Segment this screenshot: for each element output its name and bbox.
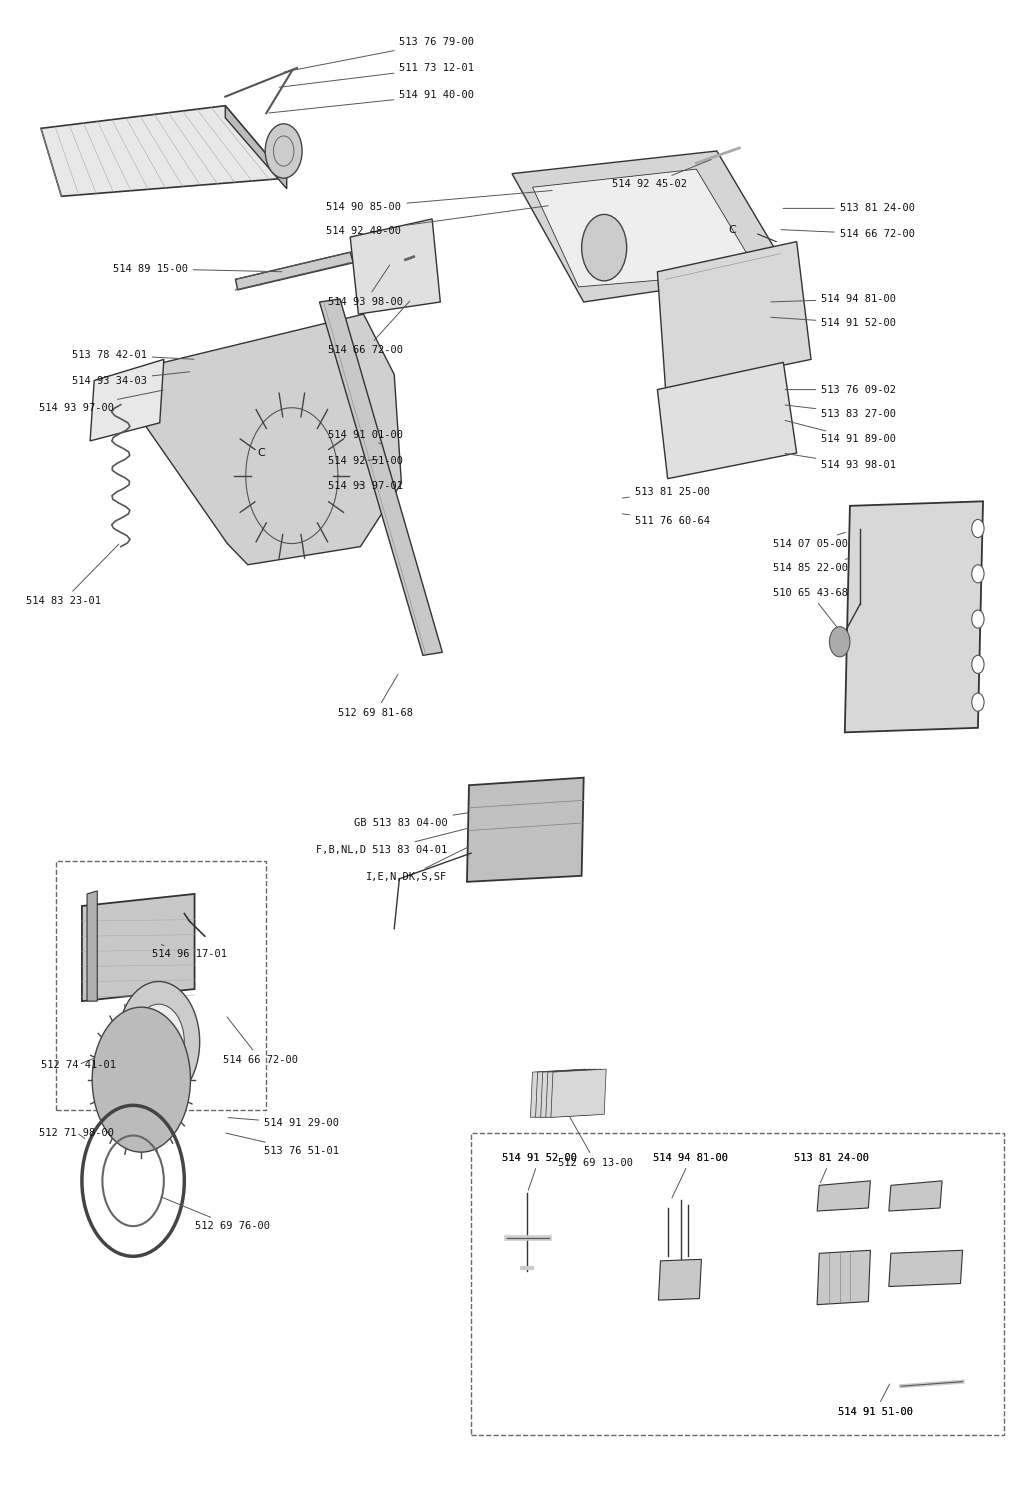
Polygon shape bbox=[845, 501, 983, 732]
Polygon shape bbox=[467, 778, 584, 882]
Text: I,E,N,DK,S,SF: I,E,N,DK,S,SF bbox=[367, 847, 469, 882]
Text: 514 66 72-00: 514 66 72-00 bbox=[328, 300, 410, 355]
Polygon shape bbox=[551, 1069, 606, 1117]
Text: 513 76 09-02: 513 76 09-02 bbox=[785, 385, 896, 394]
Text: 511 73 12-01: 511 73 12-01 bbox=[280, 63, 474, 88]
Text: 514 66 72-00: 514 66 72-00 bbox=[223, 1016, 298, 1065]
Text: C: C bbox=[728, 225, 736, 234]
Text: 514 92 51-00: 514 92 51-00 bbox=[328, 456, 402, 465]
Polygon shape bbox=[536, 1069, 591, 1117]
Text: 514 91 51-00: 514 91 51-00 bbox=[838, 1385, 912, 1416]
Text: 514 92 45-02: 514 92 45-02 bbox=[612, 160, 711, 189]
Bar bbox=[56, 861, 266, 1110]
Circle shape bbox=[972, 655, 984, 673]
Text: C: C bbox=[257, 448, 265, 458]
Polygon shape bbox=[512, 151, 788, 302]
Polygon shape bbox=[817, 1181, 870, 1211]
Text: 514 93 97-01: 514 93 97-01 bbox=[328, 482, 402, 491]
Circle shape bbox=[265, 124, 302, 178]
Text: 513 81 24-00: 513 81 24-00 bbox=[794, 1154, 868, 1182]
Text: 514 90 85-00: 514 90 85-00 bbox=[327, 190, 552, 211]
Text: 514 07 05-00: 514 07 05-00 bbox=[773, 533, 848, 548]
Circle shape bbox=[829, 627, 850, 657]
Polygon shape bbox=[90, 359, 164, 441]
Text: 514 96 17-01: 514 96 17-01 bbox=[152, 945, 226, 959]
Polygon shape bbox=[541, 1069, 596, 1117]
Text: 514 83 23-01: 514 83 23-01 bbox=[26, 544, 119, 606]
Polygon shape bbox=[817, 1250, 870, 1305]
Text: 514 93 98-00: 514 93 98-00 bbox=[328, 266, 402, 307]
Circle shape bbox=[972, 519, 984, 538]
Text: 513 81 25-00: 513 81 25-00 bbox=[623, 488, 710, 498]
Text: 514 91 51-00: 514 91 51-00 bbox=[838, 1407, 912, 1416]
Text: 514 91 89-00: 514 91 89-00 bbox=[785, 420, 896, 444]
Text: 514 91 29-00: 514 91 29-00 bbox=[228, 1117, 339, 1128]
Polygon shape bbox=[236, 252, 353, 290]
Text: 513 81 24-00: 513 81 24-00 bbox=[794, 1154, 868, 1163]
Polygon shape bbox=[350, 219, 440, 314]
Text: 514 94 81-00: 514 94 81-00 bbox=[653, 1154, 728, 1197]
Polygon shape bbox=[82, 894, 195, 1001]
Polygon shape bbox=[889, 1250, 963, 1287]
Polygon shape bbox=[143, 314, 401, 565]
Circle shape bbox=[972, 565, 984, 583]
Polygon shape bbox=[319, 299, 442, 655]
Circle shape bbox=[133, 1004, 184, 1080]
Text: 514 93 34-03: 514 93 34-03 bbox=[72, 371, 189, 385]
Polygon shape bbox=[658, 1259, 701, 1300]
Text: 514 93 98-01: 514 93 98-01 bbox=[785, 453, 896, 470]
Circle shape bbox=[582, 214, 627, 281]
Circle shape bbox=[151, 1030, 167, 1054]
Text: 512 74 41-01: 512 74 41-01 bbox=[41, 1059, 116, 1069]
Circle shape bbox=[972, 693, 984, 711]
Text: 514 91 52-00: 514 91 52-00 bbox=[502, 1154, 577, 1190]
Text: 514 91 52-00: 514 91 52-00 bbox=[502, 1154, 577, 1163]
Text: 513 76 51-01: 513 76 51-01 bbox=[226, 1132, 339, 1155]
Text: 513 76 79-00: 513 76 79-00 bbox=[285, 38, 474, 72]
Text: 513 81 24-00: 513 81 24-00 bbox=[783, 204, 914, 213]
Text: 514 94 81-00: 514 94 81-00 bbox=[653, 1154, 728, 1163]
Polygon shape bbox=[532, 169, 758, 287]
Text: 513 83 27-00: 513 83 27-00 bbox=[785, 405, 896, 418]
Polygon shape bbox=[41, 106, 287, 196]
Text: 512 69 76-00: 512 69 76-00 bbox=[162, 1197, 269, 1231]
Polygon shape bbox=[530, 1069, 586, 1117]
Polygon shape bbox=[889, 1181, 942, 1211]
Polygon shape bbox=[546, 1069, 601, 1117]
Polygon shape bbox=[87, 891, 97, 1001]
Text: GB 513 83 04-00: GB 513 83 04-00 bbox=[353, 812, 468, 827]
Text: 513 78 42-01: 513 78 42-01 bbox=[72, 350, 194, 359]
Polygon shape bbox=[225, 106, 287, 189]
Circle shape bbox=[972, 610, 984, 628]
Text: 510 65 43-68: 510 65 43-68 bbox=[773, 589, 848, 636]
Text: 514 93 97-00: 514 93 97-00 bbox=[39, 390, 163, 412]
Circle shape bbox=[92, 1007, 190, 1152]
Text: 512 69 13-00: 512 69 13-00 bbox=[558, 1117, 633, 1167]
Text: 514 85 22-00: 514 85 22-00 bbox=[773, 559, 848, 572]
Polygon shape bbox=[113, 396, 131, 405]
Text: 514 91 01-00: 514 91 01-00 bbox=[328, 430, 402, 444]
Circle shape bbox=[118, 982, 200, 1102]
Text: 512 71 98-00: 512 71 98-00 bbox=[39, 1128, 114, 1139]
Bar bbox=[471, 1132, 1004, 1434]
Polygon shape bbox=[657, 242, 811, 390]
Text: 514 66 72-00: 514 66 72-00 bbox=[781, 230, 914, 239]
Text: 514 92 48-00: 514 92 48-00 bbox=[327, 205, 548, 236]
Text: 514 94 81-00: 514 94 81-00 bbox=[771, 294, 896, 304]
Text: 512 69 81-68: 512 69 81-68 bbox=[338, 675, 413, 717]
Text: 514 91 40-00: 514 91 40-00 bbox=[269, 91, 474, 113]
Text: 511 76 60-64: 511 76 60-64 bbox=[623, 513, 710, 525]
Text: 514 89 15-00: 514 89 15-00 bbox=[113, 264, 282, 273]
Polygon shape bbox=[657, 362, 797, 479]
Text: F,B,NL,D 513 83 04-01: F,B,NL,D 513 83 04-01 bbox=[316, 827, 468, 855]
Text: 514 91 52-00: 514 91 52-00 bbox=[771, 317, 896, 328]
